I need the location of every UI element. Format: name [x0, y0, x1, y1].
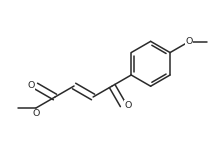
Text: O: O	[28, 81, 35, 90]
Text: O: O	[124, 100, 132, 109]
Text: O: O	[32, 109, 40, 118]
Text: O: O	[186, 37, 193, 46]
